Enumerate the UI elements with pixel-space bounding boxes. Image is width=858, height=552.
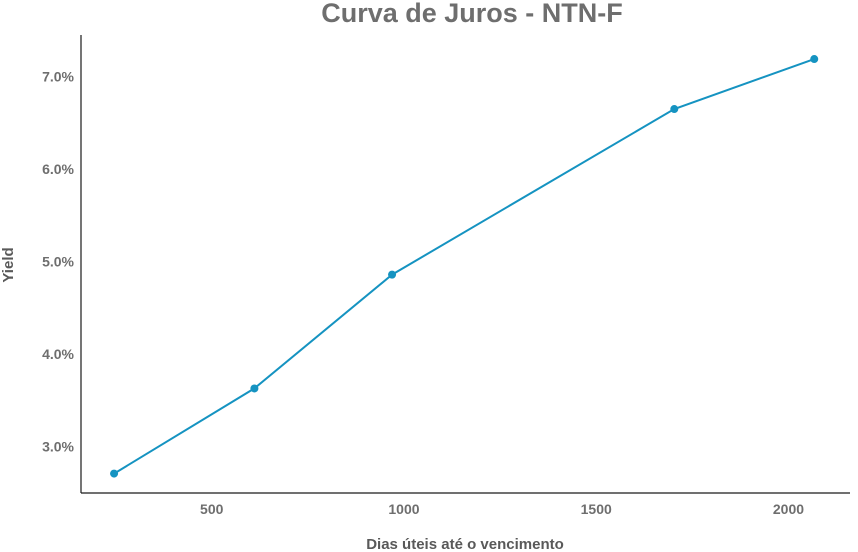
x-tick-label: 1500 — [581, 501, 612, 517]
y-axis-label: Yield — [0, 247, 17, 282]
y-tick-labels: 3.0% 4.0% 5.0% 6.0% 7.0% — [42, 69, 74, 455]
y-tick-label: 3.0% — [42, 439, 74, 455]
x-tick-label: 1000 — [388, 501, 419, 517]
x-tick-labels: 500 1000 1500 2000 — [200, 501, 804, 517]
data-point — [670, 105, 679, 114]
x-axis-label: Dias úteis até o vencimento — [366, 536, 564, 552]
data-point — [388, 270, 397, 279]
series-yield — [110, 55, 819, 478]
data-point — [110, 469, 119, 478]
y-tick-label: 6.0% — [42, 161, 74, 177]
x-tick-label: 500 — [200, 501, 224, 517]
data-point — [250, 384, 259, 393]
y-tick-label: 5.0% — [42, 254, 74, 270]
x-tick-label: 2000 — [773, 501, 804, 517]
y-tick-label: 4.0% — [42, 346, 74, 362]
chart-title: Curva de Juros - NTN-F — [321, 0, 623, 28]
y-tick-label: 7.0% — [42, 69, 74, 85]
series-line — [113, 58, 815, 475]
data-point — [810, 55, 819, 64]
